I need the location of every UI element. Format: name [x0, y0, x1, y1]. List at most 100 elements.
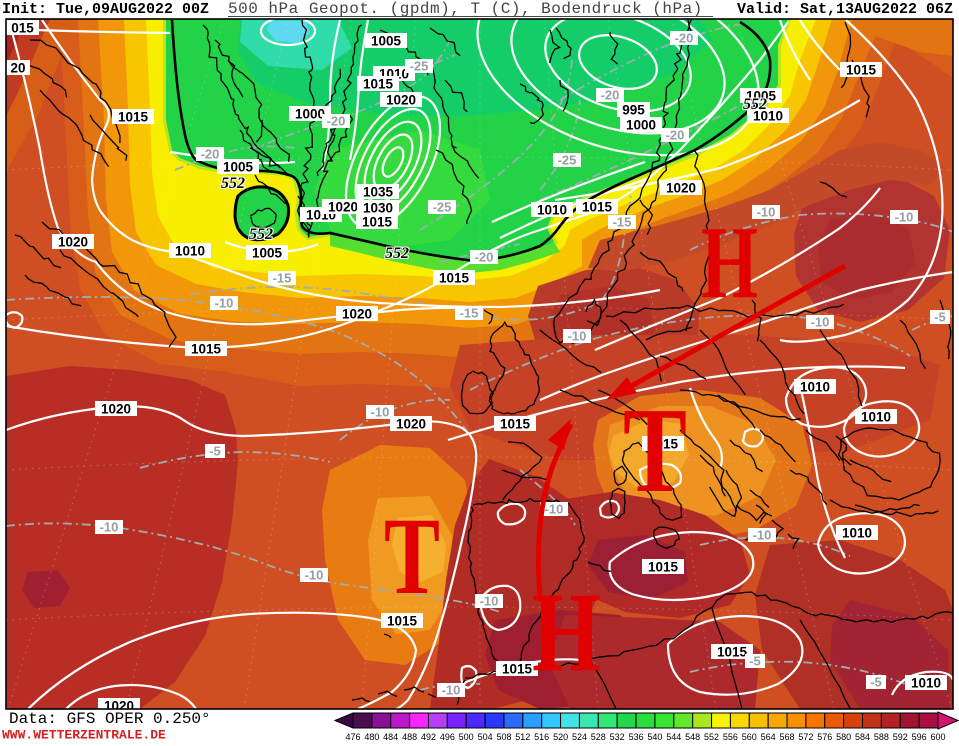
- svg-text:488: 488: [402, 732, 417, 741]
- svg-text:1020: 1020: [396, 417, 426, 432]
- svg-text:-5: -5: [749, 654, 761, 669]
- svg-text:552: 552: [743, 96, 767, 113]
- svg-text:-10: -10: [895, 210, 914, 225]
- svg-text:552: 552: [249, 226, 273, 243]
- svg-text:560: 560: [742, 732, 757, 741]
- svg-text:-20: -20: [475, 250, 494, 265]
- svg-text:1015: 1015: [502, 662, 533, 677]
- svg-text:1015: 1015: [191, 342, 222, 357]
- svg-text:995: 995: [622, 103, 645, 118]
- svg-text:-25: -25: [558, 153, 577, 168]
- svg-text:-15: -15: [613, 215, 632, 230]
- svg-text:1010: 1010: [842, 526, 872, 541]
- svg-text:492: 492: [421, 732, 436, 741]
- svg-text:WWW.WETTERZENTRALE.DE: WWW.WETTERZENTRALE.DE: [2, 728, 166, 742]
- svg-text:592: 592: [893, 732, 908, 741]
- svg-text:508: 508: [496, 732, 511, 741]
- svg-text:500: 500: [459, 732, 474, 741]
- svg-text:1020: 1020: [58, 235, 88, 250]
- svg-text:1005: 1005: [371, 34, 402, 49]
- svg-text:-10: -10: [215, 296, 234, 311]
- svg-text:540: 540: [647, 732, 662, 741]
- svg-text:556: 556: [723, 732, 738, 741]
- svg-text:-20: -20: [201, 147, 220, 162]
- svg-text:568: 568: [779, 732, 794, 741]
- svg-text:576: 576: [817, 732, 832, 741]
- svg-text:-20: -20: [327, 114, 346, 129]
- svg-text:1015: 1015: [648, 560, 679, 575]
- svg-text:-10: -10: [371, 405, 390, 420]
- svg-text:-10: -10: [568, 329, 587, 344]
- svg-text:-10: -10: [545, 502, 564, 517]
- svg-text:-25: -25: [410, 59, 429, 74]
- svg-text:20: 20: [10, 61, 25, 76]
- svg-text:1010: 1010: [800, 380, 830, 395]
- svg-text:500 hPa Geopot. (gpdm), T (C),: 500 hPa Geopot. (gpdm), T (C), Bodendruc…: [228, 0, 703, 18]
- svg-text:1010: 1010: [861, 410, 891, 425]
- svg-text:496: 496: [440, 732, 455, 741]
- svg-text:532: 532: [610, 732, 625, 741]
- svg-text:1005: 1005: [746, 89, 777, 104]
- svg-text:580: 580: [836, 732, 851, 741]
- svg-text:1010: 1010: [175, 244, 205, 259]
- svg-text:512: 512: [515, 732, 530, 741]
- svg-text:-10: -10: [100, 520, 119, 535]
- svg-text:572: 572: [798, 732, 813, 741]
- svg-text:596: 596: [912, 732, 927, 741]
- svg-text:1010: 1010: [753, 109, 783, 124]
- svg-text:528: 528: [591, 732, 606, 741]
- svg-text:584: 584: [855, 732, 870, 741]
- svg-text:-20: -20: [675, 31, 694, 46]
- svg-text:Data: GFS OPER 0.250°: Data: GFS OPER 0.250°: [9, 710, 211, 728]
- svg-text:1005: 1005: [223, 160, 254, 175]
- svg-text:1015: 1015: [439, 271, 470, 286]
- svg-text:548: 548: [685, 732, 700, 741]
- svg-text:-10: -10: [305, 568, 324, 583]
- svg-text:H: H: [701, 205, 758, 320]
- svg-text:1020: 1020: [101, 402, 131, 417]
- svg-text:552: 552: [704, 732, 719, 741]
- svg-text:484: 484: [383, 732, 398, 741]
- svg-text:-25: -25: [433, 200, 452, 215]
- svg-text:1020: 1020: [328, 200, 358, 215]
- svg-text:1015: 1015: [717, 645, 748, 660]
- svg-text:1035: 1035: [363, 185, 394, 200]
- svg-text:552: 552: [221, 175, 245, 192]
- svg-text:T: T: [384, 495, 440, 617]
- svg-text:-10: -10: [757, 205, 776, 220]
- svg-text:524: 524: [572, 732, 587, 741]
- svg-text:1010: 1010: [537, 203, 567, 218]
- svg-text:600: 600: [930, 732, 945, 741]
- svg-text:1015: 1015: [648, 437, 679, 452]
- svg-text:015: 015: [11, 21, 34, 36]
- svg-text:-20: -20: [601, 88, 620, 103]
- svg-text:1000: 1000: [626, 118, 656, 133]
- svg-text:T: T: [623, 383, 687, 518]
- svg-text:480: 480: [364, 732, 379, 741]
- svg-text:564: 564: [761, 732, 776, 741]
- svg-text:536: 536: [629, 732, 644, 741]
- svg-text:Valid: Sat,13AUG2022 06Z: Valid: Sat,13AUG2022 06Z: [737, 1, 953, 18]
- svg-text:-15: -15: [273, 271, 292, 286]
- svg-text:1010: 1010: [911, 676, 941, 691]
- svg-text:-5: -5: [870, 675, 882, 690]
- svg-text:476: 476: [345, 732, 360, 741]
- svg-text:1015: 1015: [846, 63, 877, 78]
- svg-text:-10: -10: [442, 683, 461, 698]
- svg-text:-20: -20: [666, 128, 685, 143]
- svg-text:1030: 1030: [363, 201, 393, 216]
- svg-text:520: 520: [553, 732, 568, 741]
- svg-text:-10: -10: [753, 528, 772, 543]
- svg-text:-5: -5: [934, 310, 946, 325]
- svg-text:552: 552: [385, 245, 409, 262]
- svg-text:1015: 1015: [362, 215, 393, 230]
- svg-text:-15: -15: [460, 306, 479, 321]
- svg-text:1015: 1015: [500, 417, 531, 432]
- svg-text:1015: 1015: [387, 614, 418, 629]
- svg-text:H: H: [532, 570, 601, 695]
- svg-text:588: 588: [874, 732, 889, 741]
- svg-text:Init: Tue,09AUG2022 00Z: Init: Tue,09AUG2022 00Z: [2, 1, 209, 18]
- svg-text:1020: 1020: [666, 181, 696, 196]
- svg-text:-5: -5: [209, 444, 221, 459]
- svg-text:1000: 1000: [295, 107, 325, 122]
